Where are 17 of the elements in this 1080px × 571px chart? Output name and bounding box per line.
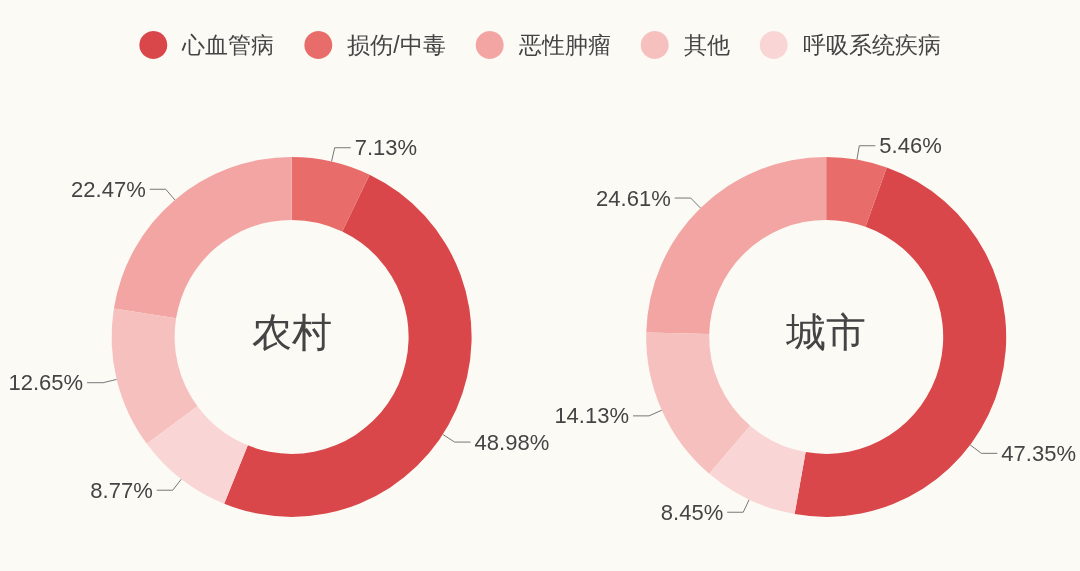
data-label: 5.46%	[879, 133, 942, 159]
data-label: 12.65%	[8, 370, 84, 396]
data-label: 24.61%	[596, 185, 671, 211]
data-label: 47.35%	[1001, 440, 1076, 466]
legend-label: 心血管病	[181, 32, 275, 58]
data-label: 8.45%	[660, 499, 724, 525]
data-label: 7.13%	[354, 135, 418, 161]
slice-label: 农村	[251, 310, 332, 355]
legend-label: 其他	[683, 32, 730, 58]
data-label: 8.77%	[90, 477, 153, 503]
legend-label: 恶性肿瘤	[517, 32, 611, 58]
data-label: 14.13%	[554, 403, 630, 429]
legend-label: 呼吸系统疾病	[802, 32, 941, 58]
data-label: 48.98%	[474, 429, 550, 455]
legend-label: 损伤/中毒	[347, 32, 446, 58]
data-label: 22.47%	[71, 176, 146, 202]
slice-label: 城市	[785, 310, 867, 355]
